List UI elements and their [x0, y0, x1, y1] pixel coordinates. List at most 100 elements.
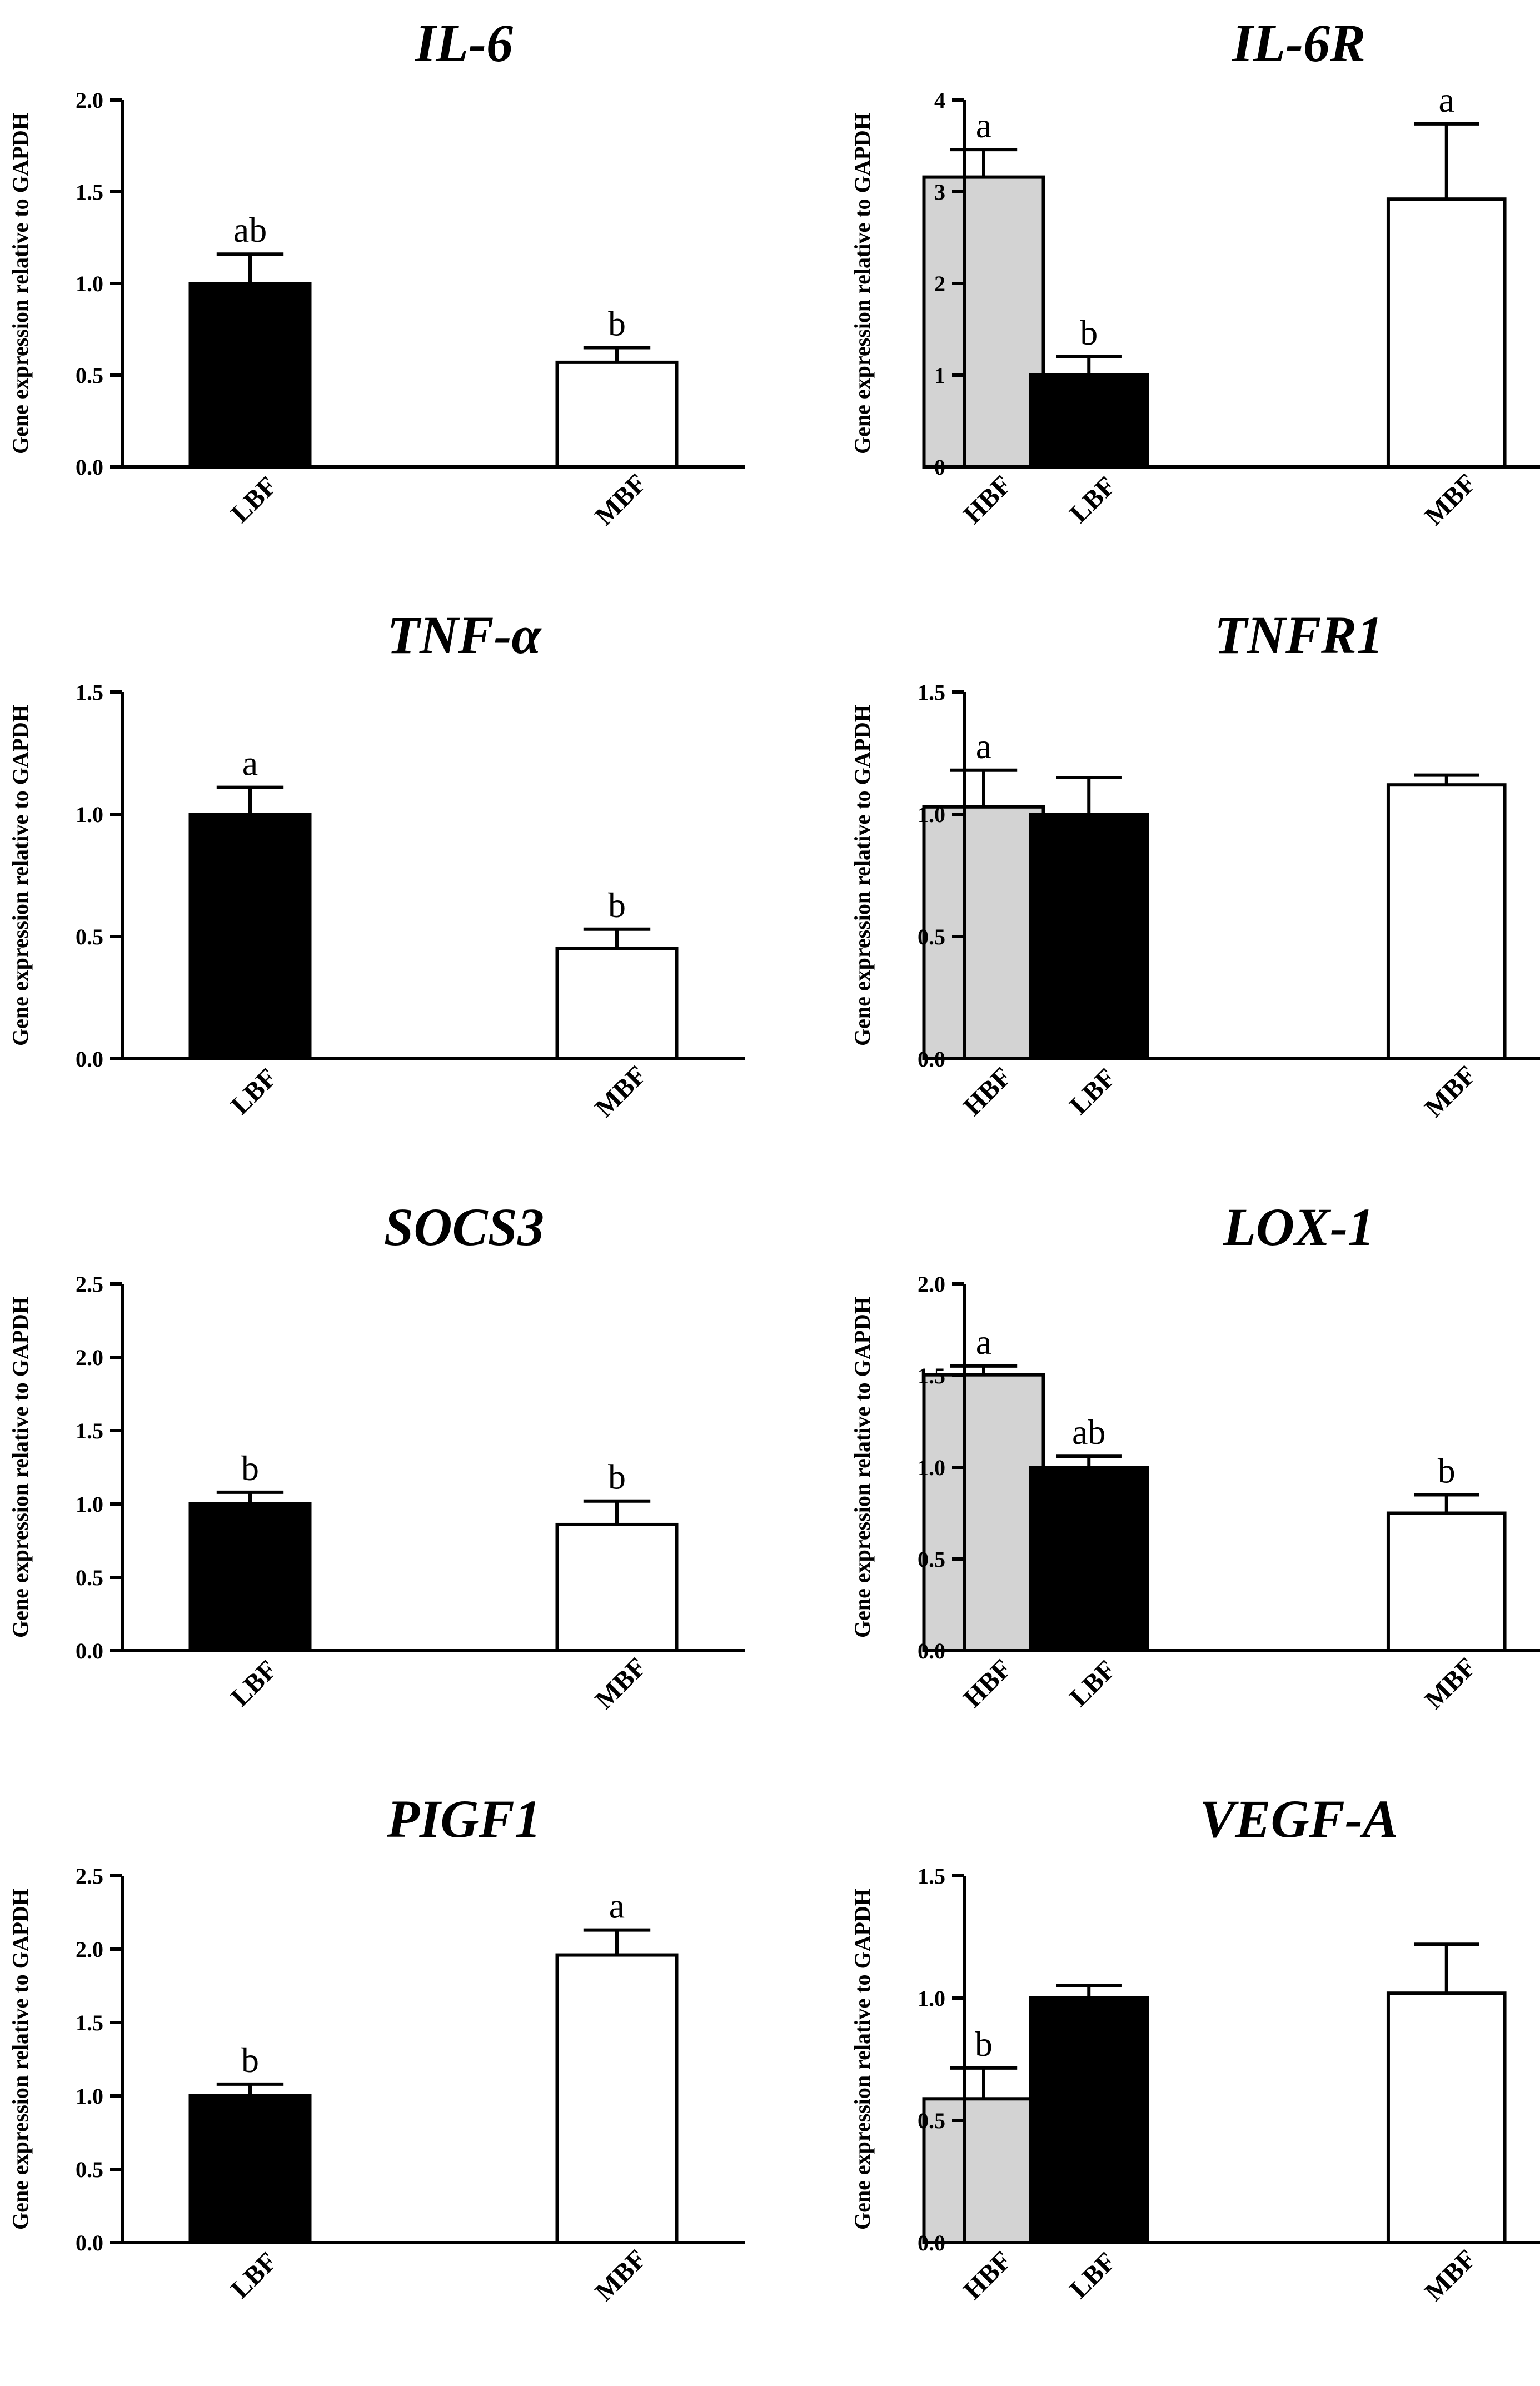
bar-LBF [188, 1502, 312, 1652]
y-axis-label: Gene expression relative to GAPDH [8, 1889, 33, 2230]
chart-panel-5: SOCS3 Gene expression relative to GAPDH 0.… [8, 1197, 1045, 1715]
y-axis-label: Gene expression relative to GAPDH [850, 705, 875, 1046]
chart-title: TNFR1 [1214, 605, 1383, 665]
significance-letter: a [976, 726, 991, 766]
y-tick-label: 1.0 [918, 1455, 945, 1480]
chart-title: IL-6R [1232, 13, 1365, 73]
chart-panel-7: PIGF1 Gene expression relative to GAPDH 0.… [8, 1789, 1045, 2307]
significance-letter: b [975, 2024, 993, 2064]
significance-letter: a [976, 106, 991, 145]
y-tick-label: 0.0 [76, 455, 103, 480]
chart-panel-4: TNFR1 Gene expression relative to GAPDH 0.… [850, 605, 1540, 1123]
y-tick-label: 2.0 [76, 1345, 103, 1370]
y-tick-label: 4 [934, 88, 945, 113]
chart-title: VEGF-A [1199, 1789, 1398, 1849]
significance-letter: b [608, 304, 626, 343]
bar-MBF [555, 360, 679, 469]
bar-LBF [1029, 1466, 1149, 1652]
bar-MBF [555, 947, 679, 1060]
significance-letter: b [1080, 313, 1098, 352]
x-tick-label-LBF: LBF [225, 471, 282, 528]
y-axis-label: Gene expression relative to GAPDH [850, 113, 875, 454]
y-tick-label: 1.5 [76, 680, 103, 705]
y-tick-label: 1.0 [76, 1492, 103, 1517]
y-axis-label: Gene expression relative to GAPDH [850, 1889, 875, 2230]
chart-title: IL-6 [415, 13, 513, 73]
x-tick-label-MBF: MBF [590, 2244, 652, 2307]
x-tick-label-LBF: LBF [225, 2246, 282, 2304]
y-tick-label: 1.5 [918, 680, 945, 705]
bar-HBF [922, 1373, 1045, 1652]
y-tick-label: 0.0 [76, 1047, 103, 1072]
bar-HBF [922, 2097, 1045, 2245]
bar-MBF [555, 1522, 679, 1652]
significance-letter: ab [1072, 1412, 1105, 1452]
y-tick-label: 0.0 [76, 1638, 103, 1663]
y-tick-label: 0.5 [918, 1547, 945, 1572]
x-tick-label-HBF: HBF [958, 2245, 1017, 2305]
y-tick-label: 1.5 [918, 1864, 945, 1889]
y-axis-label: Gene expression relative to GAPDH [8, 705, 33, 1046]
y-tick-label: 0.5 [76, 1565, 103, 1590]
chart-title: LOX-1 [1223, 1197, 1374, 1257]
chart-panel-2: IL-6R Gene expression relative to GAPDH 0 1… [850, 13, 1540, 531]
y-tick-label: 0.0 [918, 1638, 945, 1663]
bar-MBF [1386, 1991, 1507, 2244]
chart-panel-1: IL-6 Gene expression relative to GAPDH 0.0… [8, 13, 1045, 531]
bar-MBF [555, 1953, 679, 2245]
x-tick-label-LBF: LBF [1064, 1063, 1122, 1120]
bar-LBF [1029, 1996, 1149, 2244]
y-tick-label: 2.5 [76, 1864, 103, 1889]
x-tick-label-MBF: MBF [1419, 2244, 1482, 2307]
x-tick-label-MBF: MBF [590, 1060, 652, 1123]
x-tick-label-MBF: MBF [1419, 1652, 1482, 1715]
significance-letter: ab [233, 210, 267, 250]
x-tick-label-HBF: HBF [958, 1653, 1017, 1713]
y-axis-label: Gene expression relative to GAPDH [8, 1297, 33, 1638]
chart-title: PIGF1 [386, 1789, 541, 1849]
y-tick-label: 0.5 [76, 924, 103, 949]
significance-letter: a [609, 1886, 625, 1926]
x-tick-label-MBF: MBF [1419, 469, 1482, 531]
bar-LBF [1029, 813, 1149, 1060]
significance-letter: a [976, 1322, 991, 1362]
y-tick-label: 2.0 [76, 1937, 103, 1962]
significance-letter: b [241, 2040, 259, 2080]
y-tick-label: 1.0 [76, 802, 103, 827]
y-tick-label: 0 [934, 455, 945, 480]
y-tick-label: 0.5 [918, 924, 945, 949]
y-axis-label: Gene expression relative to GAPDH [8, 113, 33, 454]
x-tick-label-MBF: MBF [590, 1652, 652, 1715]
bar-LBF [188, 813, 312, 1060]
bar-MBF [1386, 197, 1507, 469]
x-tick-label-HBF: HBF [958, 470, 1017, 529]
y-tick-label: 1.5 [76, 2010, 103, 2035]
bar-MBF [1386, 1511, 1507, 1652]
chart-panel-8: VEGF-A Gene expression relative to GAPDH 0… [850, 1789, 1540, 2307]
x-tick-label-MBF: MBF [590, 469, 652, 531]
significance-letter: a [242, 744, 258, 783]
y-tick-label: 0.0 [76, 2230, 103, 2255]
significance-letter: b [608, 885, 626, 925]
y-tick-label: 0.0 [918, 2230, 945, 2255]
y-axis-label: Gene expression relative to GAPDH [850, 1297, 875, 1638]
y-tick-label: 3 [934, 180, 945, 205]
x-tick-label-HBF: HBF [958, 1062, 1017, 1121]
x-tick-label-LBF: LBF [225, 1063, 282, 1120]
chart-title: SOCS3 [384, 1197, 544, 1257]
y-tick-label: 1.0 [76, 271, 103, 296]
y-tick-label: 1.0 [76, 2084, 103, 2109]
y-tick-label: 2.0 [918, 1272, 945, 1297]
y-tick-label: 2 [934, 271, 945, 296]
y-tick-label: 0.5 [918, 2108, 945, 2133]
significance-letter: b [608, 1457, 626, 1497]
x-tick-label-MBF: MBF [1419, 1060, 1482, 1123]
significance-letter: b [1438, 1451, 1456, 1491]
x-tick-label-LBF: LBF [1064, 2246, 1122, 2304]
bar-LBF [1029, 373, 1149, 469]
bar-HBF [922, 175, 1045, 469]
chart-panel-3: TNF-α Gene expression relative to GAPDH 0.… [8, 605, 1045, 1123]
y-tick-label: 1.5 [76, 1418, 103, 1443]
y-tick-label: 0.5 [76, 363, 103, 388]
chart-panel-6: LOX-1 Gene expression relative to GAPDH 0.… [850, 1197, 1540, 1715]
